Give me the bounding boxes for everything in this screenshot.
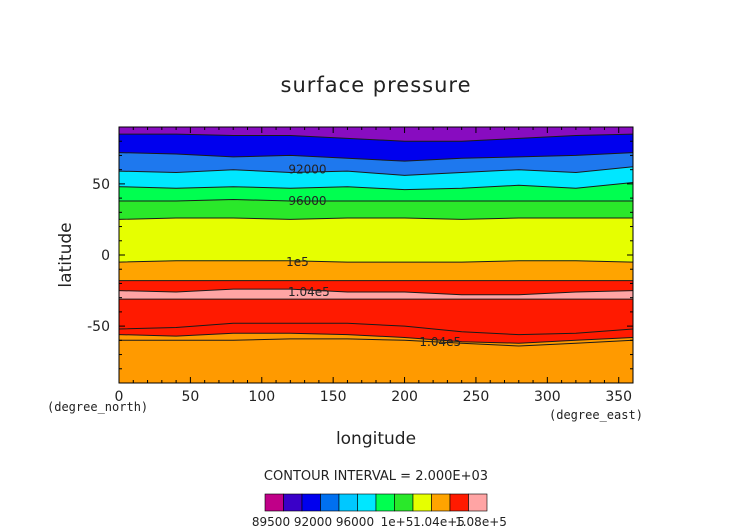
contour-line bbox=[119, 198, 633, 202]
contour-band bbox=[119, 280, 633, 295]
y-tick-label: 50 bbox=[92, 177, 110, 193]
x-tick-label: 200 bbox=[391, 389, 418, 405]
y-axis-unit: (degree_north) bbox=[47, 400, 148, 414]
contour-band bbox=[119, 323, 633, 344]
contour-interval-text: CONTOUR INTERVAL = 2.000E+03 bbox=[264, 469, 488, 484]
colorbar-labels: 89500 92000 96000 1e+5 1.04e+51.08e+5 bbox=[252, 515, 507, 529]
colorbar-swatch bbox=[468, 493, 488, 512]
x-axis-ticks: 0 50 100 150 200 250 300 350 bbox=[115, 127, 632, 405]
colorbar-swatch bbox=[264, 493, 284, 512]
colorbar-swatch bbox=[338, 493, 358, 512]
contour-line bbox=[118, 217, 633, 220]
x-tick-label: 100 bbox=[248, 389, 275, 405]
contour-line bbox=[118, 288, 634, 296]
contour-band bbox=[119, 338, 633, 383]
colorbar-swatch bbox=[412, 493, 432, 512]
colorbar-tick-label: 1e+5 bbox=[381, 515, 414, 529]
colorbar-tick-label: 89500 bbox=[252, 515, 290, 529]
contour-line bbox=[118, 166, 634, 176]
contour-bands bbox=[119, 127, 633, 383]
colorbar-tick-label: 92000 bbox=[294, 515, 332, 529]
colorbar bbox=[264, 493, 488, 512]
contour-line bbox=[118, 322, 634, 336]
contour-band bbox=[119, 289, 633, 300]
colorbar-swatch bbox=[357, 493, 377, 512]
y-axis-ticks: -50 0 50 bbox=[87, 140, 633, 370]
contour-band bbox=[119, 134, 633, 162]
y-tick-label: -50 bbox=[87, 319, 110, 335]
colorbar-swatch bbox=[320, 493, 340, 512]
contour-band bbox=[119, 199, 633, 220]
contour-line bbox=[119, 133, 634, 142]
colorbar-swatch bbox=[301, 493, 321, 512]
contour-band bbox=[119, 299, 633, 335]
x-tick-label: 250 bbox=[463, 389, 490, 405]
colorbar-tick-label: 1.08e+5 bbox=[455, 515, 507, 529]
colorbar-swatch bbox=[394, 493, 414, 512]
y-axis-label: latitude bbox=[56, 222, 76, 287]
contour-band bbox=[119, 260, 633, 281]
x-tick-label: 50 bbox=[181, 389, 199, 405]
colorbar-swatch bbox=[431, 493, 451, 512]
x-axis-label: longitude bbox=[336, 429, 416, 449]
contour-label: 1e5 bbox=[286, 255, 309, 269]
contour-label: 92000 bbox=[288, 163, 326, 177]
contour-band bbox=[119, 218, 633, 263]
x-tick-label: 150 bbox=[320, 389, 347, 405]
colorbar-swatch bbox=[283, 493, 303, 512]
contour-band bbox=[119, 127, 633, 142]
contour-band bbox=[119, 333, 633, 346]
x-tick-label: 0 bbox=[115, 389, 124, 405]
contour-line bbox=[119, 338, 634, 347]
contour-line bbox=[118, 152, 634, 162]
contour-line bbox=[118, 182, 634, 191]
x-tick-label: 350 bbox=[605, 389, 632, 405]
colorbar-swatch bbox=[375, 493, 395, 512]
chart-title: surface pressure bbox=[281, 73, 472, 97]
contour-labels: 92000 96000 1e5 1.04e5 1.04e5 bbox=[286, 163, 461, 349]
contour-label: 1.04e5 bbox=[419, 335, 461, 349]
x-axis-unit: (degree_east) bbox=[549, 408, 643, 422]
colorbar-tick-label: 96000 bbox=[336, 515, 374, 529]
contour-band bbox=[119, 166, 633, 190]
colorbar-swatch bbox=[449, 493, 469, 512]
contour-line bbox=[118, 332, 634, 344]
contour-band bbox=[119, 152, 633, 176]
contour-lines bbox=[118, 133, 634, 347]
x-tick-label: 300 bbox=[534, 389, 561, 405]
contour-label: 1.04e5 bbox=[288, 285, 330, 299]
y-tick-label: 0 bbox=[101, 248, 110, 264]
contour-line bbox=[118, 260, 634, 263]
colorbar-tick-label: 1.04e+5 bbox=[413, 515, 465, 529]
contour-label: 96000 bbox=[288, 194, 326, 208]
